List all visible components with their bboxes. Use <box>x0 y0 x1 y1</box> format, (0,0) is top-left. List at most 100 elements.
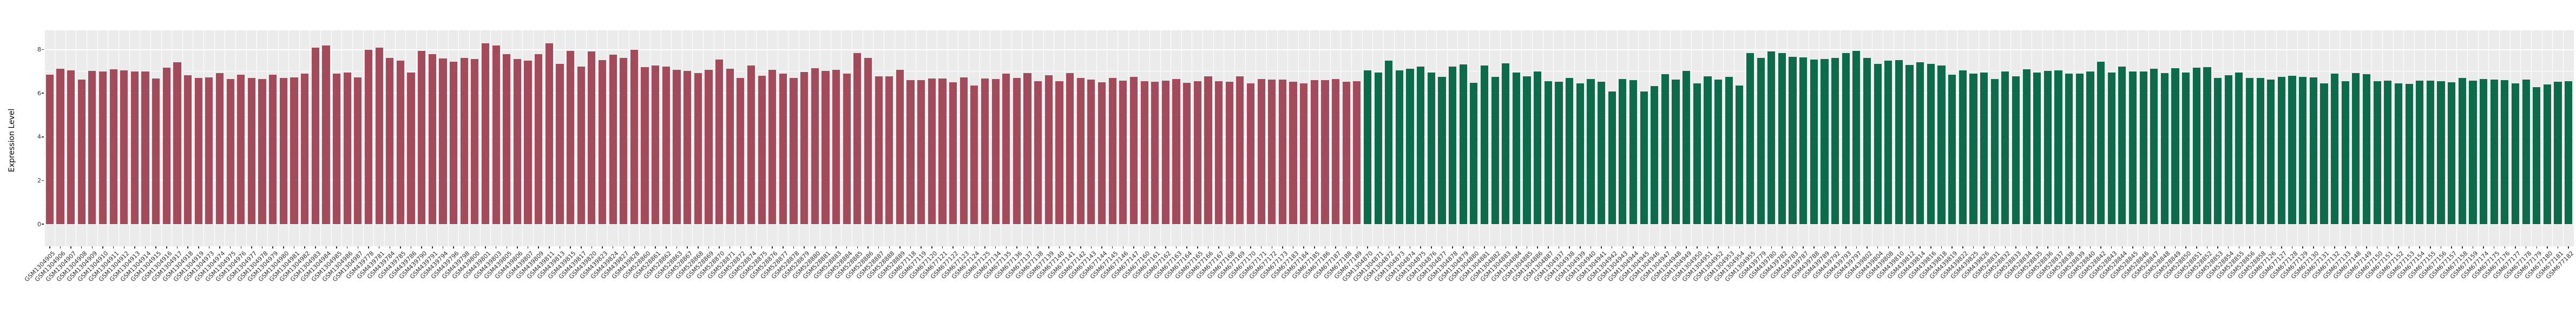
gridline-vertical <box>1670 30 1671 246</box>
gridline-vertical <box>65 30 66 246</box>
gridline-vertical <box>2244 30 2245 246</box>
x-tick-mark <box>1920 246 1921 248</box>
bar <box>1821 59 1829 224</box>
gridline-vertical <box>1638 30 1639 246</box>
bar <box>2373 81 2381 224</box>
bar <box>949 82 957 224</box>
bar <box>269 75 277 224</box>
x-tick-mark <box>1409 246 1411 248</box>
gridline-vertical <box>2042 30 2043 246</box>
gridline-vertical <box>2478 30 2479 246</box>
gridline-vertical <box>1043 30 1044 246</box>
bar <box>1459 64 1467 224</box>
y-tick-mark <box>42 136 44 138</box>
x-tick-mark <box>1813 246 1815 248</box>
gridline-vertical <box>2467 30 2468 246</box>
y-tick-label: 8 <box>37 46 41 54</box>
x-tick-mark <box>1048 246 1049 248</box>
bar <box>1736 85 1744 224</box>
x-tick-mark <box>1888 246 1889 248</box>
bar <box>1034 81 1042 224</box>
x-tick-mark <box>1069 246 1070 248</box>
bar <box>1937 65 1946 224</box>
x-tick-mark <box>2345 246 2346 248</box>
gridline-vertical <box>97 30 98 246</box>
x-tick-mark <box>1144 246 1145 248</box>
bar <box>481 43 490 224</box>
gridline-vertical <box>150 30 151 246</box>
gridline-vertical <box>1404 30 1405 246</box>
x-tick-mark <box>1228 246 1230 248</box>
x-tick-mark <box>2058 246 2059 248</box>
x-tick-mark <box>698 246 699 248</box>
x-tick-mark <box>761 246 763 248</box>
bar <box>428 54 436 224</box>
x-tick-mark <box>144 246 146 248</box>
x-tick-mark <box>2005 246 2006 248</box>
bar <box>1576 83 1584 224</box>
x-tick-mark <box>70 246 71 248</box>
x-tick-mark <box>1739 246 1740 248</box>
x-tick-mark <box>2164 246 2165 248</box>
x-tick-mark <box>2185 246 2186 248</box>
bar <box>577 66 585 224</box>
x-tick-mark <box>2015 246 2016 248</box>
bar <box>1672 80 1680 224</box>
x-tick-mark <box>1760 246 1762 248</box>
bar <box>2043 71 2052 224</box>
gridline-vertical <box>1351 30 1352 246</box>
x-tick-mark <box>325 246 327 248</box>
bar <box>2160 73 2168 224</box>
bar <box>2469 80 2477 224</box>
x-tick-mark <box>2323 246 2325 248</box>
x-tick-mark <box>432 246 433 248</box>
bar <box>290 77 298 224</box>
bar <box>56 69 64 224</box>
x-tick-mark <box>1463 246 1464 248</box>
x-tick-mark <box>1006 246 1007 248</box>
bar <box>2267 80 2275 224</box>
gridline-vertical <box>617 30 619 246</box>
bar <box>1257 79 1265 224</box>
bar <box>524 60 532 224</box>
bar <box>896 70 904 224</box>
x-tick-mark <box>1260 246 1262 248</box>
bar <box>1948 74 1956 224</box>
x-tick-mark <box>581 246 582 248</box>
bar <box>1831 57 1839 224</box>
x-tick-mark <box>2430 246 2431 248</box>
bar <box>991 79 1000 224</box>
bar <box>864 58 872 224</box>
x-tick-mark <box>389 246 390 248</box>
bar <box>1427 72 1435 224</box>
x-tick-mark <box>2121 246 2123 248</box>
bar <box>609 55 617 224</box>
gridline-vertical <box>575 30 576 246</box>
bar <box>747 65 755 224</box>
x-tick-mark <box>1590 246 1592 248</box>
bar <box>109 69 117 224</box>
x-tick-mark <box>261 246 263 248</box>
x-tick-mark <box>2398 246 2399 248</box>
bar <box>173 62 181 224</box>
gridline-vertical <box>416 30 417 246</box>
x-tick-mark <box>2376 246 2378 248</box>
bar <box>853 53 862 224</box>
x-tick-mark <box>1877 246 1878 248</box>
x-tick-mark <box>676 246 678 248</box>
bar <box>790 77 798 224</box>
gridline-vertical <box>384 30 385 246</box>
x-tick-mark <box>2451 246 2452 248</box>
bar <box>2075 73 2084 224</box>
gridline-vertical <box>1500 30 1501 246</box>
x-tick-mark <box>1516 246 1517 248</box>
x-tick-mark <box>1090 246 1092 248</box>
gridline-vertical <box>278 30 279 246</box>
x-tick-mark <box>283 246 284 248</box>
x-tick-mark <box>2515 246 2516 248</box>
bar <box>460 57 468 224</box>
x-tick-mark <box>1027 246 1028 248</box>
bar <box>1449 67 1457 224</box>
gridline-vertical <box>2361 30 2362 246</box>
bar <box>1353 81 1361 224</box>
